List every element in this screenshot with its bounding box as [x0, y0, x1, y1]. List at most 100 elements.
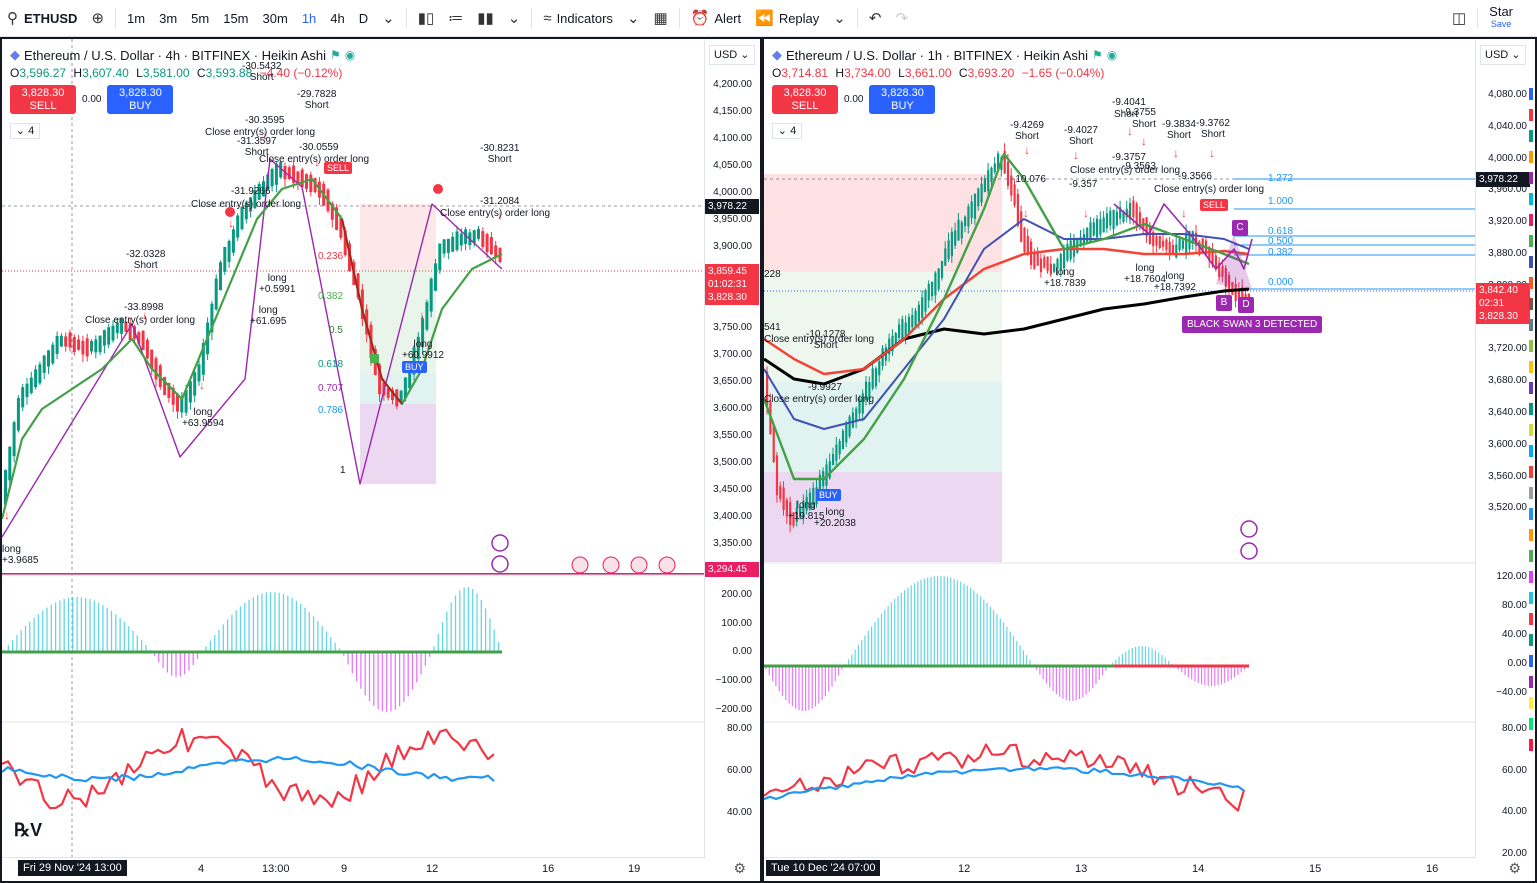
tool-color-swatch[interactable] — [1529, 655, 1533, 667]
tool-color-swatch[interactable] — [1529, 130, 1533, 142]
tool-color-swatch[interactable] — [1529, 697, 1533, 709]
interval-4h[interactable]: 4h — [330, 10, 345, 26]
interval-15m[interactable]: 15m — [223, 10, 249, 26]
tool-color-swatch[interactable] — [1529, 214, 1533, 226]
candle-body — [378, 364, 382, 395]
right-annotation: Close entry(s) order long — [1154, 184, 1265, 195]
tool-color-swatch[interactable] — [1529, 718, 1533, 730]
candle-body — [818, 474, 821, 495]
candle-body — [386, 388, 390, 398]
tool-color-swatch[interactable] — [1529, 592, 1533, 604]
signal-arrow: ↓ — [142, 308, 148, 322]
tool-color-swatch[interactable] — [1529, 193, 1533, 205]
tool-color-swatch[interactable] — [1529, 487, 1533, 499]
settings-gear-icon[interactable]: ⚙ — [1508, 860, 1521, 876]
right-sell-button[interactable]: 3,828.30 SELL — [772, 85, 838, 114]
tool-color-swatch[interactable] — [1529, 277, 1533, 289]
tool-color-swatch[interactable] — [1529, 508, 1533, 520]
candle-body — [950, 231, 953, 257]
interval-1m[interactable]: 1m — [127, 10, 146, 26]
tool-color-swatch[interactable] — [1529, 466, 1533, 478]
heikin-ashi-button[interactable]: ▮▮ — [470, 0, 501, 37]
interval-5m[interactable]: 5m — [191, 10, 210, 26]
interval-d[interactable]: D — [358, 10, 369, 26]
tool-color-swatch[interactable] — [1529, 382, 1533, 394]
tool-color-swatch[interactable] — [1529, 319, 1533, 331]
candle-body — [858, 398, 861, 414]
last-price-tag: 3,859.45 — [705, 264, 759, 279]
tool-color-swatch[interactable] — [1529, 298, 1533, 310]
replay-dropdown[interactable]: ⌄ — [826, 0, 853, 37]
right-chart-canvas[interactable]: ↓ ↓ ↓ ↓ ↓ ↓ ↓ ↓ ↓ ↓ — [764, 39, 1476, 857]
replay-button[interactable]: ⏪ Replay — [748, 0, 826, 37]
tool-color-swatch[interactable] — [1529, 340, 1533, 352]
interval-dropdown[interactable]: ⌄ — [375, 0, 402, 37]
tool-color-swatch[interactable] — [1529, 361, 1533, 373]
left-price-axis[interactable]: USD ⌄ 4,200.00 4,150.00 4,100.00 4,050.00 4,… — [704, 39, 760, 859]
right-indicators-toggle[interactable]: ⌄ 4 — [772, 123, 802, 139]
tool-color-swatch[interactable] — [1529, 172, 1533, 184]
tool-color-swatch[interactable] — [1529, 445, 1533, 457]
signal-arrow: ↓ — [89, 338, 95, 352]
left-currency-selector[interactable]: USD ⌄ — [709, 45, 755, 65]
fullscreen-button[interactable]: ◫ — [1445, 0, 1473, 37]
left-chart[interactable]: ↓ ↓ ↓ ↓ ↓ ↓ ↓ ↓ ↓ ↓ ◆ Ethereum / U.S. Dollar · 4h… — [0, 37, 762, 883]
tool-color-swatch[interactable] — [1529, 550, 1533, 562]
right-spread: 0.00 — [844, 94, 864, 105]
left-chart-canvas[interactable]: ↓ ↓ ↓ ↓ ↓ ↓ ↓ ↓ ↓ ↓ — [2, 39, 704, 857]
candle-body — [1109, 210, 1112, 226]
redo-button[interactable]: ↷ — [888, 0, 915, 37]
left-buy-button[interactable]: 3,828.30 BUY — [107, 85, 174, 114]
interval-3m[interactable]: 3m — [159, 10, 178, 26]
add-icon: ⊕ — [91, 10, 105, 27]
left-indicators-toggle[interactable]: ⌄ 4 — [10, 123, 40, 139]
right-annotation: 541 — [764, 322, 781, 333]
left-sell-button[interactable]: 3,828.30 SELL — [10, 85, 76, 114]
undo-button[interactable]: ↶ — [862, 0, 889, 37]
tool-color-swatch[interactable] — [1529, 151, 1533, 163]
tool-color-swatch[interactable] — [1529, 88, 1533, 100]
right-chart[interactable]: ↓ ↓ ↓ ↓ ↓ ↓ ↓ ↓ ↓ ↓ ◆ Ethereum / U.S. Dollar · 1h… — [762, 37, 1537, 883]
tool-color-swatch[interactable] — [1529, 235, 1533, 247]
price-tick: 3,600.00 — [1488, 438, 1527, 450]
tool-color-swatch[interactable] — [1529, 634, 1533, 646]
tool-color-swatch[interactable] — [1529, 571, 1533, 583]
tool-color-swatch[interactable] — [1529, 109, 1533, 121]
tool-color-swatch[interactable] — [1529, 256, 1533, 268]
tool-color-swatch[interactable] — [1529, 403, 1533, 415]
right-buy-button[interactable]: 3,828.30 BUY — [869, 85, 936, 114]
candle-body — [1063, 250, 1066, 269]
layout-save[interactable]: Star Save — [1482, 0, 1537, 37]
chart-type-button[interactable]: ≔ — [441, 0, 470, 37]
right-trade-box: 3,828.30 SELL 0.00 3,828.30 BUY — [772, 85, 936, 114]
status-dot-icon: ◉ — [344, 48, 356, 62]
tool-color-swatch[interactable] — [1529, 613, 1533, 625]
indicators-dropdown[interactable]: ⌄ — [620, 0, 647, 37]
interval-30m[interactable]: 30m — [262, 10, 288, 26]
price-tick: 3,520.00 — [1488, 502, 1527, 514]
compare-symbol-button[interactable]: ⊕ — [84, 0, 111, 37]
left-time-axis[interactable]: 4 13:00 9 12 16 19 Fri 29 Nov '24 13:00 — [2, 857, 704, 881]
tool-color-swatch[interactable] — [1529, 739, 1533, 751]
interval-1h[interactable]: 1h — [301, 10, 317, 26]
indicators-button[interactable]: ≈ Indicators — [536, 0, 620, 37]
right-currency-selector[interactable]: USD ⌄ — [1480, 45, 1526, 65]
bar-style-button[interactable]: ▮▯ — [411, 0, 442, 37]
candle-body — [865, 381, 868, 400]
candle-body — [253, 190, 257, 209]
left-annotation: long +3.9685 — [2, 544, 39, 566]
right-price-axis[interactable]: USD ⌄ 4,080.00 4,040.00 4,000.00 3,960.00 3,… — [1475, 39, 1535, 859]
right-time-axis[interactable]: 12 13 14 15 16 Tue 10 Dec '24 07:00 — [764, 857, 1476, 881]
symbol-search[interactable]: ⚲ ETHUSD — [0, 0, 84, 37]
tool-color-swatch[interactable] — [1529, 529, 1533, 541]
layout-button[interactable]: ▦ — [647, 0, 675, 37]
candle-body — [775, 455, 779, 496]
price-tick: 4,040.00 — [1488, 120, 1527, 132]
candle-body — [176, 393, 179, 412]
left-annotation: -32.0328 Short — [126, 249, 166, 271]
settings-gear-icon[interactable]: ⚙ — [733, 860, 746, 876]
tool-color-swatch[interactable] — [1529, 676, 1533, 688]
chart-type-dropdown[interactable]: ⌄ — [501, 0, 528, 37]
alert-button[interactable]: ⏰ Alert — [684, 0, 748, 37]
tool-color-swatch[interactable] — [1529, 424, 1533, 436]
